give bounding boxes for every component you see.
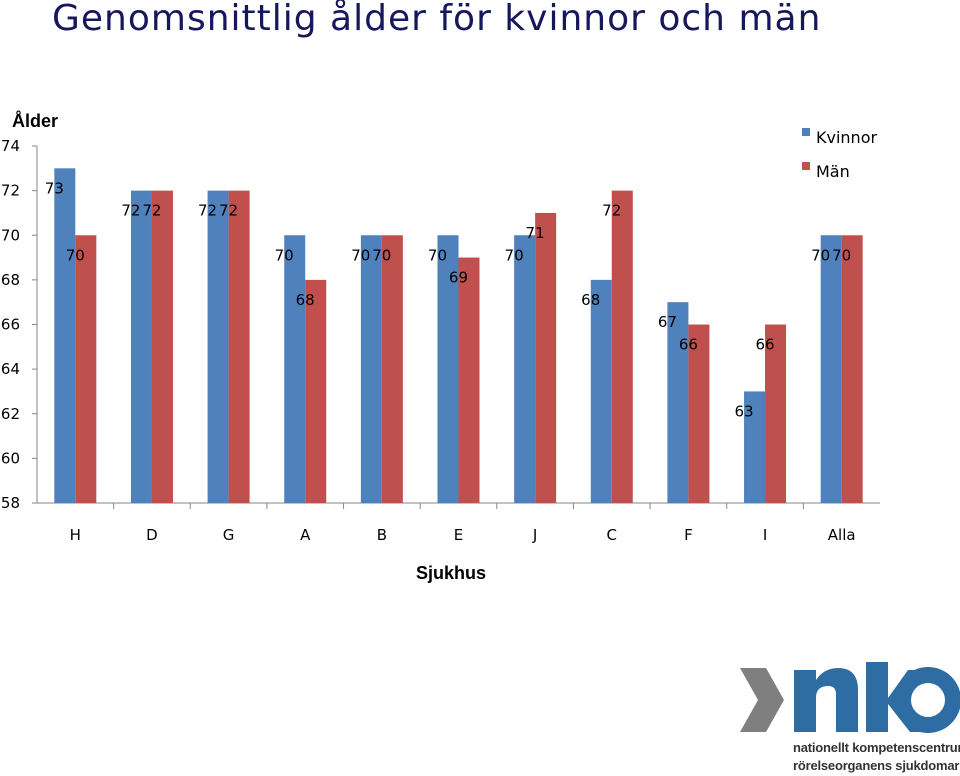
x-category-label: F	[684, 526, 693, 544]
data-label: 69	[449, 269, 468, 287]
data-label: 72	[198, 202, 217, 220]
x-category-label: C	[607, 526, 617, 544]
x-category-label: G	[223, 526, 235, 544]
nko-logo-o	[895, 667, 960, 733]
bar-man-d	[151, 190, 173, 503]
page-title: Genomsnittlig ålder för kvinnor och män	[52, 0, 822, 39]
legend-swatch	[802, 128, 810, 136]
data-label: 71	[526, 224, 545, 242]
chart-axes: 58 60 62 64 66 68 70 72 74 Ålder Sjukhus H D G A B E J C F I…	[1, 111, 880, 583]
bar-man-h	[75, 235, 97, 503]
bar-chart: 58 60 62 64 66 68 70 72 74 Ålder Sjukhus H D G A B E J C F I…	[1, 111, 880, 583]
y-tick-label: 72	[1, 182, 20, 200]
bar-man-alla	[841, 235, 863, 503]
data-label: 70	[428, 246, 447, 264]
x-category-label: A	[300, 526, 311, 544]
bar-man-b	[381, 235, 403, 503]
legend-swatch	[802, 162, 810, 170]
logo-text-line2: rörelseorganens sjukdomar	[793, 758, 960, 773]
data-label: 70	[811, 246, 830, 264]
nko-logo	[738, 660, 960, 776]
bar-man-g	[228, 190, 250, 503]
x-axis-title: Sjukhus	[416, 563, 486, 583]
bar-man-j	[535, 212, 557, 503]
data-label: 72	[219, 202, 238, 220]
y-tick-label: 66	[1, 316, 20, 334]
bar-kvinnor-a	[284, 235, 306, 503]
bar-kvinnor-g	[207, 190, 229, 503]
bar-man-f	[688, 324, 710, 503]
bar-kvinnor-f	[667, 302, 689, 503]
bar-kvinnor-h	[54, 168, 76, 503]
bar-kvinnor-i	[744, 391, 766, 503]
bar-kvinnor-e	[437, 235, 459, 503]
y-axis-title: Ålder	[12, 111, 58, 131]
data-label: 68	[296, 291, 315, 309]
x-category-label: H	[70, 526, 81, 544]
bar-man-a	[305, 279, 327, 503]
chart-bars	[54, 168, 863, 503]
data-label: 67	[658, 313, 677, 331]
x-category-label: D	[146, 526, 158, 544]
data-label: 68	[581, 291, 600, 309]
data-label: 70	[275, 246, 294, 264]
data-label: 70	[351, 246, 370, 264]
x-category-label: B	[377, 526, 387, 544]
data-label: 73	[45, 179, 64, 197]
data-label: 70	[372, 246, 391, 264]
y-tick-label: 58	[1, 494, 20, 512]
legend-label: Män	[816, 162, 850, 181]
data-label: 66	[755, 336, 774, 354]
bar-man-c	[611, 190, 633, 503]
data-label: 72	[121, 202, 140, 220]
bar-man-i	[765, 324, 787, 503]
y-tick-label: 68	[1, 271, 20, 289]
data-label: 72	[602, 202, 621, 220]
data-label: 70	[66, 246, 85, 264]
chart-legend: Kvinnor Män	[802, 128, 877, 181]
bar-kvinnor-c	[590, 279, 612, 503]
y-tick-label: 70	[1, 226, 20, 244]
y-tick-label: 62	[1, 405, 20, 423]
data-label: 66	[679, 336, 698, 354]
bar-kvinnor-d	[130, 190, 152, 503]
x-category-label: I	[763, 526, 767, 544]
bar-kvinnor-b	[360, 235, 382, 503]
data-label: 70	[505, 246, 524, 264]
x-category-label: J	[532, 526, 537, 544]
legend-label: Kvinnor	[816, 128, 877, 147]
x-category-label: E	[454, 526, 463, 544]
y-tick-label: 74	[1, 137, 20, 155]
data-label: 70	[832, 246, 851, 264]
data-label: 63	[734, 402, 753, 420]
y-tick-label: 60	[1, 449, 20, 467]
bar-kvinnor-j	[514, 235, 536, 503]
bar-kvinnor-alla	[820, 235, 842, 503]
data-label: 72	[142, 202, 161, 220]
bar-man-e	[458, 257, 480, 503]
y-tick-label: 64	[1, 360, 20, 378]
logo-text-line1: nationellt kompetenscentrum	[793, 740, 960, 755]
x-category-label: Alla	[828, 526, 856, 544]
